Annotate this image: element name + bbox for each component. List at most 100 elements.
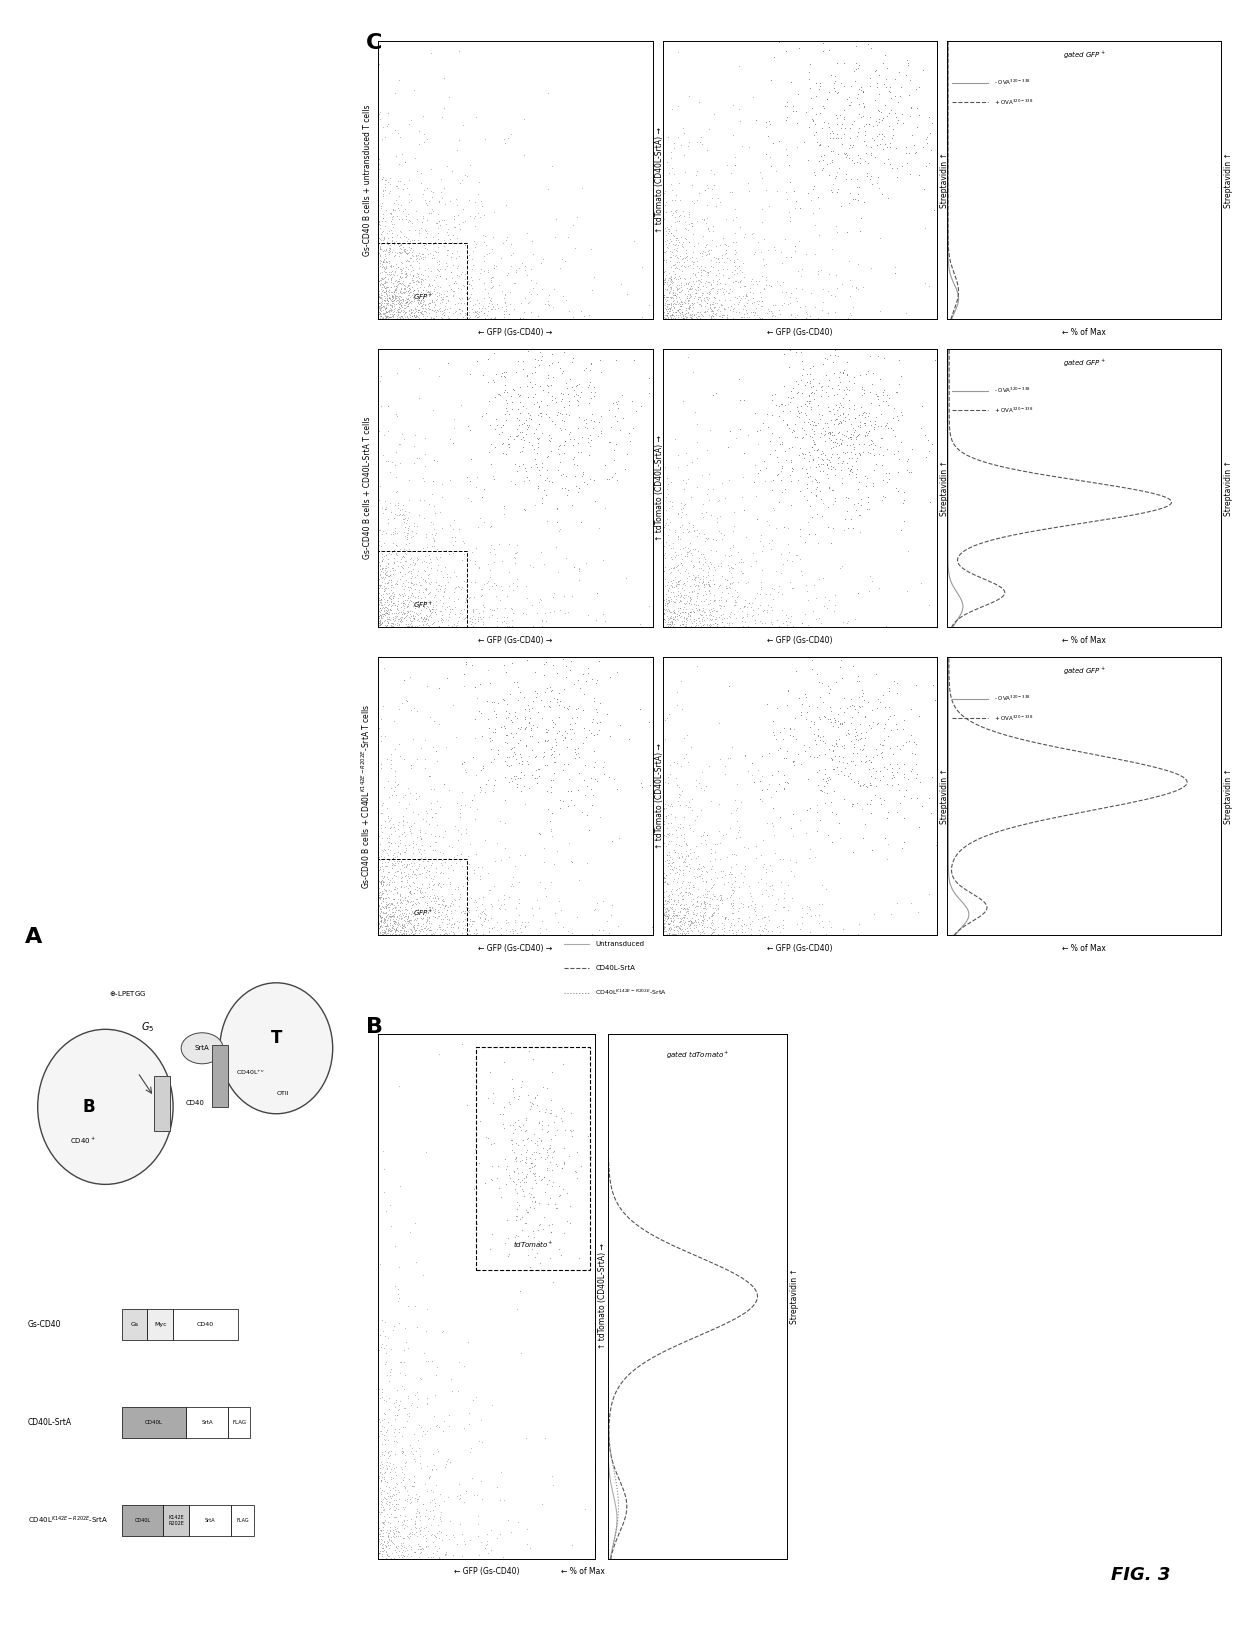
Point — [862, 784, 882, 811]
Point — [825, 392, 844, 418]
Point — [422, 584, 441, 610]
Point — [384, 199, 404, 225]
Point — [401, 266, 420, 292]
Point — [368, 583, 388, 609]
Point — [711, 274, 730, 300]
Point — [665, 878, 684, 904]
Point — [868, 432, 888, 458]
Point — [714, 873, 734, 899]
Point — [704, 830, 724, 857]
Point — [797, 443, 817, 469]
Point — [497, 440, 517, 466]
Point — [383, 537, 403, 563]
Point — [510, 1172, 529, 1198]
Point — [382, 263, 402, 289]
Point — [438, 261, 458, 287]
Point — [717, 263, 737, 289]
Point — [373, 707, 393, 734]
Point — [494, 1111, 513, 1137]
Point — [368, 609, 388, 635]
Point — [572, 715, 591, 742]
Point — [743, 284, 763, 310]
Point — [668, 917, 688, 944]
Point — [738, 576, 758, 602]
Point — [727, 297, 746, 323]
Point — [486, 456, 506, 482]
Point — [430, 200, 450, 226]
Point — [663, 801, 683, 827]
Point — [511, 441, 531, 468]
Point — [396, 276, 415, 302]
Point — [517, 445, 537, 471]
Point — [568, 740, 588, 766]
Point — [678, 912, 698, 939]
Point — [510, 400, 529, 427]
Point — [408, 1536, 428, 1562]
Point — [657, 240, 677, 266]
Point — [754, 225, 774, 251]
Point — [715, 573, 735, 599]
Point — [503, 776, 523, 802]
Point — [786, 753, 806, 779]
Point — [683, 873, 703, 899]
Point — [820, 438, 839, 464]
Point — [774, 404, 794, 430]
Point — [386, 911, 405, 937]
Point — [446, 1482, 466, 1508]
Point — [387, 901, 407, 927]
Point — [472, 701, 492, 727]
Point — [569, 704, 589, 730]
Point — [498, 914, 518, 940]
Point — [396, 875, 415, 901]
Point — [391, 824, 410, 850]
Point — [484, 1080, 503, 1106]
Point — [469, 594, 489, 620]
Point — [730, 583, 750, 609]
Point — [373, 1529, 393, 1556]
Point — [407, 304, 427, 330]
Point — [776, 430, 796, 456]
Point — [402, 604, 422, 630]
Point — [854, 56, 874, 82]
Point — [446, 614, 466, 640]
Point — [374, 1477, 394, 1503]
Point — [723, 922, 743, 948]
Point — [544, 450, 564, 476]
Point — [381, 253, 401, 279]
Point — [693, 578, 713, 604]
Point — [558, 530, 578, 556]
Point — [396, 827, 415, 853]
Point — [853, 722, 873, 748]
Point — [376, 1467, 396, 1493]
Point — [409, 1451, 429, 1477]
Point — [787, 187, 807, 213]
Point — [842, 501, 862, 527]
Point — [527, 1132, 547, 1159]
Point — [689, 903, 709, 929]
Point — [377, 1541, 397, 1567]
Point — [394, 210, 414, 236]
Point — [404, 919, 424, 945]
Point — [667, 238, 687, 264]
Point — [449, 848, 469, 875]
Point — [393, 589, 413, 615]
Point — [672, 888, 692, 914]
Point — [374, 238, 394, 264]
Point — [528, 231, 548, 258]
Point — [822, 92, 842, 118]
Point — [420, 1477, 440, 1503]
Point — [392, 286, 412, 312]
Point — [401, 609, 420, 635]
Point — [577, 405, 596, 432]
Point — [693, 579, 713, 606]
Point — [467, 1482, 487, 1508]
Point — [715, 225, 735, 251]
Point — [795, 75, 815, 102]
Point — [388, 263, 408, 289]
Point — [560, 1118, 580, 1144]
Point — [422, 1521, 441, 1547]
Point — [374, 253, 394, 279]
Point — [667, 304, 687, 330]
Point — [787, 400, 807, 427]
Point — [727, 889, 746, 916]
